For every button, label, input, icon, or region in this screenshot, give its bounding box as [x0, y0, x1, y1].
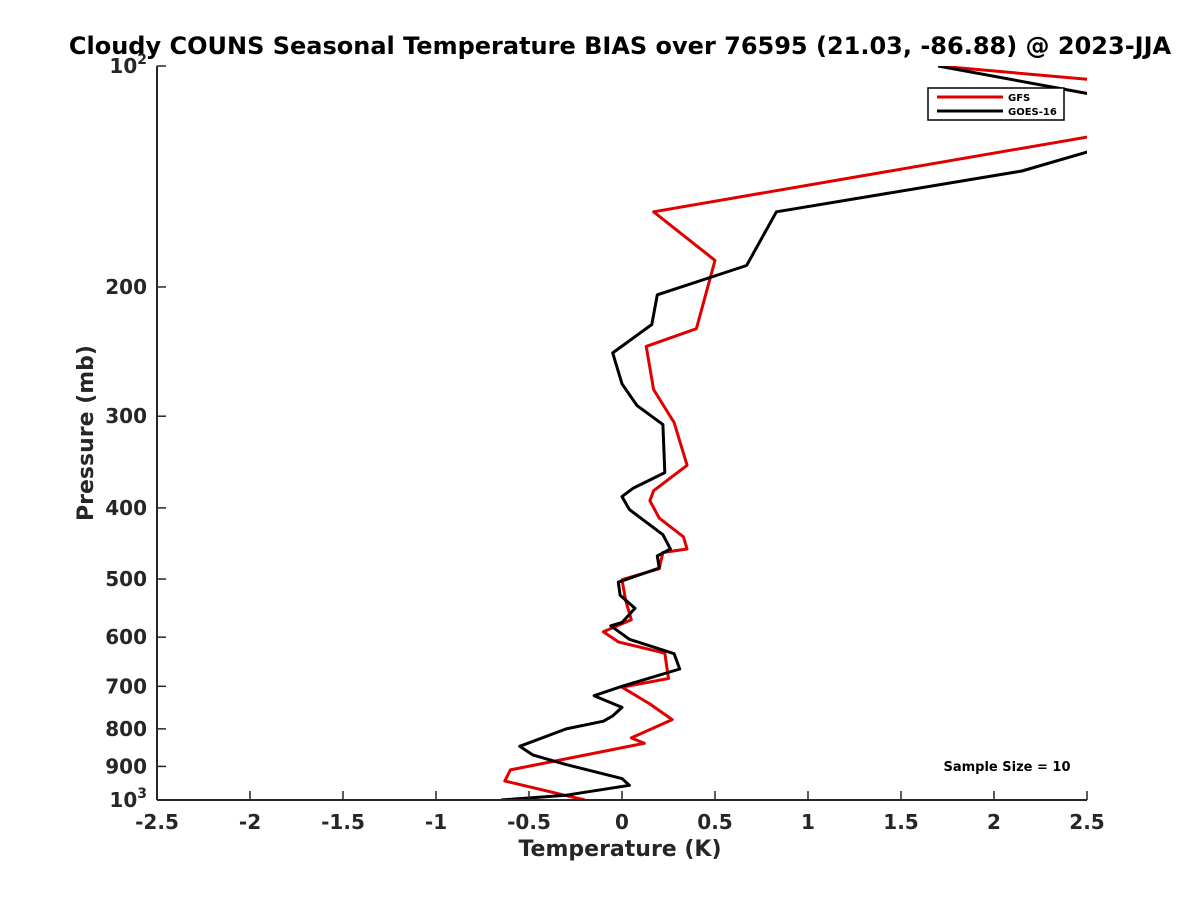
- legend-label-1: GOES-16: [1008, 107, 1057, 118]
- sample-size-annotation: Sample Size = 10: [943, 760, 1070, 775]
- y-tick-label-base: 10: [109, 788, 137, 812]
- y-tick-label: 103: [109, 786, 147, 812]
- y-tick-label: 300: [105, 404, 147, 428]
- x-tick-label: 0: [615, 810, 629, 834]
- y-tick-label: 200: [105, 275, 147, 299]
- y-tick-label: 600: [105, 625, 147, 649]
- y-tick-label: 102: [109, 52, 147, 78]
- y-tick-label-base: 500: [105, 567, 147, 591]
- y-tick-label: 800: [105, 717, 147, 741]
- y-tick-label-base: 10: [109, 54, 137, 78]
- legend-label-0: GFS: [1008, 93, 1030, 104]
- x-axis-label: Temperature (K): [518, 837, 721, 862]
- x-axis-ticks: -2.5 -2 -1.5 -1 -0.5 0 0.5 1 1.5 2 2.5: [135, 791, 1105, 834]
- x-tick-label: -0.5: [507, 810, 551, 834]
- x-tick-label: 1: [801, 810, 815, 834]
- y-tick-label: 400: [105, 496, 147, 520]
- x-tick-label: 1.5: [883, 810, 918, 834]
- x-tick-label: 2: [987, 810, 1001, 834]
- y-tick-label-exponent: 3: [137, 786, 147, 802]
- series-line-1: [500, 66, 1087, 800]
- x-tick-label: -2: [239, 810, 261, 834]
- x-tick-label: 2.5: [1069, 810, 1104, 834]
- y-tick-label-base: 400: [105, 496, 147, 520]
- y-tick-label: 700: [105, 674, 147, 698]
- y-tick-label-base: 300: [105, 404, 147, 428]
- x-tick-label: 0.5: [697, 810, 732, 834]
- y-tick-label-base: 700: [105, 674, 147, 698]
- x-tick-label: -1.5: [321, 810, 365, 834]
- x-tick-label: -1: [425, 810, 447, 834]
- plot-area: [500, 66, 1087, 800]
- x-axis: -2.5 -2 -1.5 -1 -0.5 0 0.5 1 1.5 2 2.5: [135, 791, 1105, 834]
- y-tick-label-base: 900: [105, 754, 147, 778]
- y-tick-label-base: 600: [105, 625, 147, 649]
- legend: GFS GOES-16: [927, 87, 1065, 121]
- y-tick-label-base: 200: [105, 275, 147, 299]
- y-axis-label: Pressure (mb): [74, 345, 99, 521]
- chart-title: Cloudy COUNS Seasonal Temperature BIAS o…: [69, 32, 1172, 60]
- y-tick-label-base: 800: [105, 717, 147, 741]
- y-tick-label: 500: [105, 567, 147, 591]
- x-tick-label: -2.5: [135, 810, 179, 834]
- y-tick-label: 900: [105, 754, 147, 778]
- y-tick-label-exponent: 2: [137, 52, 147, 68]
- legend-box: [927, 87, 1065, 121]
